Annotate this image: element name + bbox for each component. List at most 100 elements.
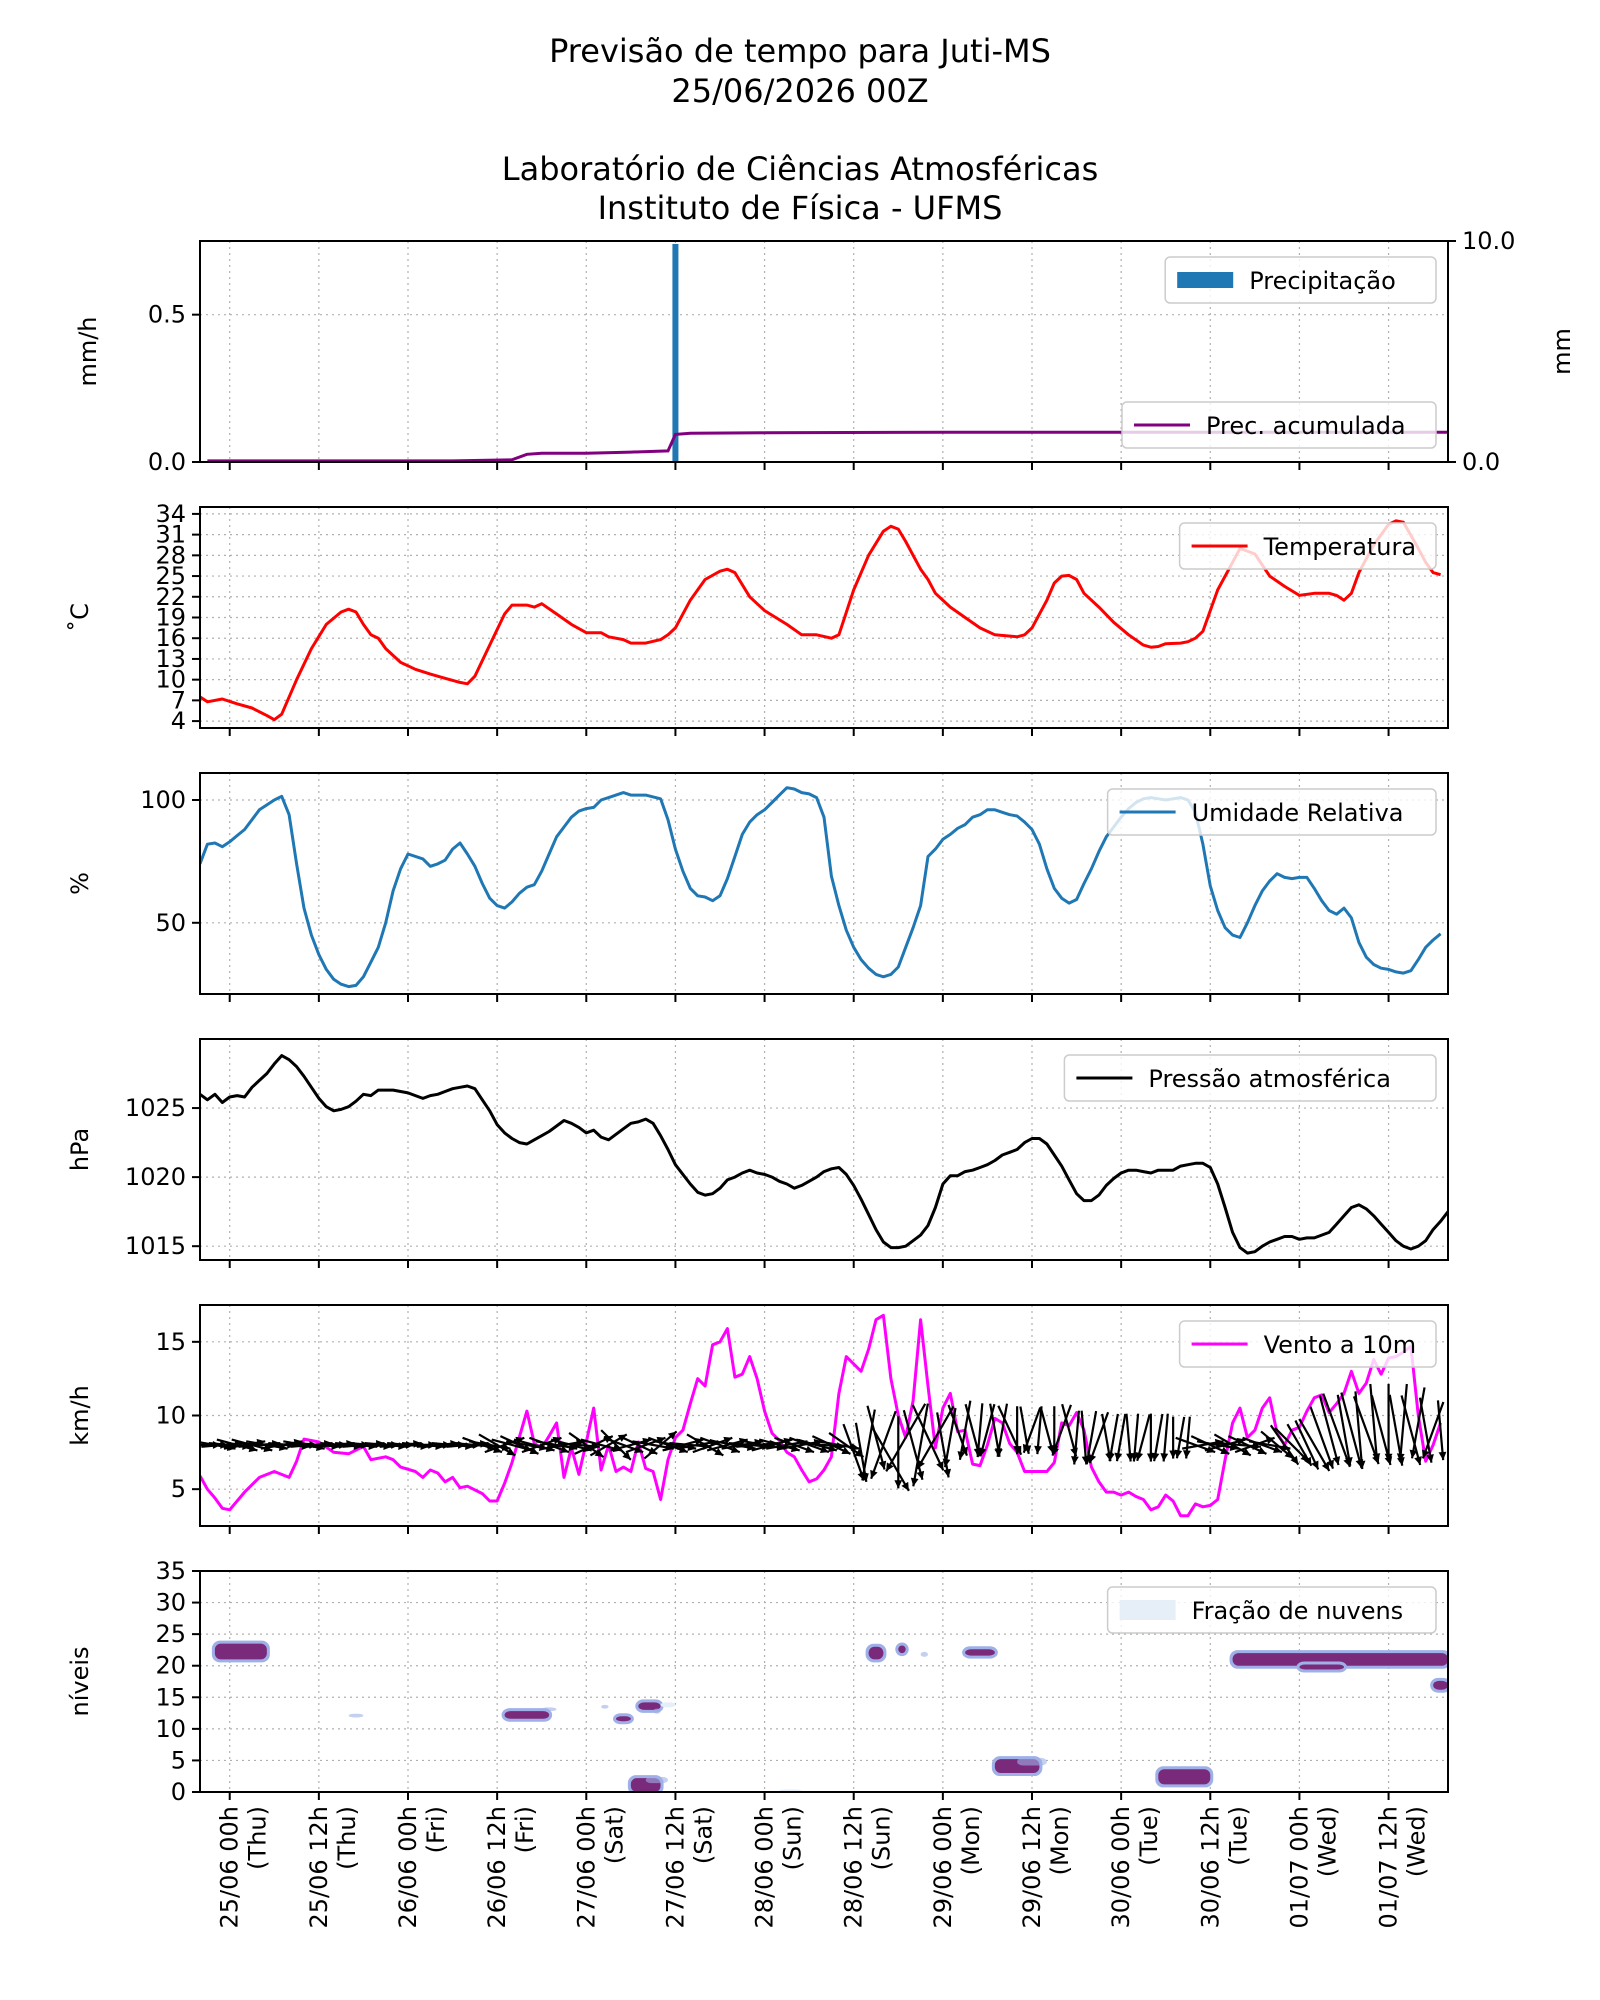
wind-arrow-head bbox=[841, 1446, 851, 1454]
legend-humidity: Umidade Relativa bbox=[1106, 788, 1437, 836]
cloud-patch bbox=[965, 1649, 995, 1656]
wind-arrow bbox=[1336, 1394, 1352, 1466]
wind-arrow-head bbox=[1372, 1453, 1381, 1462]
ytick-label: 35 bbox=[155, 1557, 186, 1585]
wind-arrow-head bbox=[943, 1468, 952, 1478]
legend-label: Vento a 10m bbox=[1264, 1331, 1417, 1359]
axes-frame bbox=[199, 1570, 1449, 1793]
wind-arrow bbox=[1088, 1411, 1110, 1464]
wind-arrow-head bbox=[1357, 1460, 1366, 1470]
ytick-label: 5 bbox=[171, 1746, 186, 1774]
wind-arrow-head bbox=[1311, 1460, 1319, 1470]
wind-arrow-head bbox=[942, 1458, 951, 1468]
ytick-label: 4 bbox=[171, 707, 186, 735]
xtick-label-date: 30/06 12h bbox=[1196, 1806, 1224, 1929]
cloud-patch bbox=[660, 1702, 676, 1708]
ytick-label: 10 bbox=[155, 1715, 186, 1743]
xtick-label-day: (Wed) bbox=[1403, 1806, 1431, 1877]
legend-label: Prec. acumulada bbox=[1206, 412, 1406, 440]
wind-arrow-head bbox=[870, 1469, 878, 1479]
xtick-label-day: (Tue) bbox=[1135, 1806, 1163, 1866]
legend-label: Temperatura bbox=[1263, 533, 1417, 561]
wind-arrow-head bbox=[1426, 1454, 1434, 1463]
wind-arrow-head bbox=[978, 1447, 987, 1457]
wind-arrow-head bbox=[1174, 1449, 1183, 1459]
wind-arrow-head bbox=[917, 1459, 925, 1469]
wind-arrow bbox=[1085, 1410, 1098, 1465]
legend-label: Fração de nuvens bbox=[1192, 1597, 1404, 1625]
wind-arrow-head bbox=[1332, 1456, 1341, 1466]
plot-area-wind bbox=[200, 1313, 1447, 1518]
legend-label: Pressão atmosférica bbox=[1148, 1065, 1391, 1093]
xtick-label-date: 01/07 12h bbox=[1375, 1806, 1403, 1929]
cloud-patch bbox=[1433, 1680, 1448, 1690]
xtick-label-day: (Thu) bbox=[244, 1806, 272, 1870]
xtick-label-day: (Fri) bbox=[511, 1806, 539, 1853]
wind-arrow-head bbox=[1344, 1457, 1353, 1466]
legend-box bbox=[1106, 1586, 1437, 1634]
xtick-label-date: 29/06 12h bbox=[1018, 1806, 1046, 1929]
cloud-patch bbox=[616, 1716, 631, 1722]
wind-arrow bbox=[1061, 1403, 1078, 1457]
axes-frame bbox=[199, 240, 1449, 463]
wind-arrow bbox=[1298, 1418, 1331, 1472]
ytick-label: 13 bbox=[155, 645, 186, 673]
title-line-2: 25/06/2026 00Z bbox=[671, 72, 929, 110]
wind-arrow bbox=[1400, 1395, 1422, 1466]
wind-arrow-head bbox=[878, 1460, 887, 1470]
panel-clouds: 0 5 10 15 20 25 30 35 níveis Fração de nuvens bbox=[66, 1557, 1449, 1806]
xtick-label-date: 27/06 00h bbox=[572, 1806, 600, 1929]
plot-area-humidity bbox=[200, 786, 1442, 989]
wind-arrow-head bbox=[1114, 1452, 1123, 1462]
wind-arrow-head bbox=[1135, 1451, 1144, 1461]
wind-arrow-head bbox=[1273, 1445, 1283, 1454]
wind-arrow bbox=[871, 1427, 910, 1492]
humidity-line bbox=[200, 786, 1442, 989]
wind-arrow-head bbox=[894, 1480, 903, 1489]
cloud-patch bbox=[504, 1711, 550, 1719]
ylabel-precip: mm/h bbox=[74, 316, 102, 386]
wind-arrow-head bbox=[714, 1448, 724, 1456]
cloud-patch bbox=[920, 1651, 928, 1657]
ytick-label: 100 bbox=[140, 786, 186, 814]
wind-arrow bbox=[1318, 1395, 1340, 1466]
ylabel-clouds: níveis bbox=[66, 1646, 94, 1716]
wind-arrow bbox=[1436, 1400, 1445, 1461]
cloud-patch bbox=[638, 1702, 661, 1710]
wind-arrow-head bbox=[805, 1445, 815, 1454]
ytick-label: 15 bbox=[155, 1683, 186, 1711]
xtick-label-date: 28/06 00h bbox=[751, 1806, 779, 1929]
ytick-label: 34 bbox=[155, 500, 186, 528]
xtick-label-day: (Tue) bbox=[1224, 1806, 1252, 1866]
wind-arrow-head bbox=[529, 1446, 539, 1454]
legend-label: Precipitação bbox=[1249, 267, 1396, 295]
cloud-patch bbox=[214, 1643, 267, 1660]
panel-humidity: 50 100% Umidade Relativa bbox=[66, 772, 1449, 1002]
wind-arrow bbox=[1418, 1397, 1433, 1463]
ylabel-wind: km/h bbox=[66, 1385, 94, 1446]
xtick-label-date: 25/06 12h bbox=[305, 1806, 333, 1929]
cloud-patch bbox=[868, 1646, 884, 1660]
xtick-label-date: 29/06 00h bbox=[929, 1806, 957, 1929]
wind-arrow-head bbox=[1034, 1445, 1042, 1455]
ytick-label: 0.5 bbox=[148, 301, 186, 329]
wind-arrow bbox=[1051, 1404, 1072, 1456]
wind-arrow bbox=[912, 1403, 929, 1487]
cloud-patch bbox=[1299, 1664, 1344, 1670]
ytick-label: 15 bbox=[155, 1328, 186, 1356]
xtick-label-date: 25/06 00h bbox=[216, 1806, 244, 1929]
xtick-label-day: (Wed) bbox=[1313, 1806, 1341, 1877]
ytick-label: 0 bbox=[171, 1778, 186, 1806]
plot-area-pressure bbox=[200, 1054, 1448, 1255]
wind-arrow bbox=[1080, 1410, 1088, 1465]
legend-precip: Precipitação Prec. acumulada bbox=[1121, 256, 1437, 449]
cloud-patch bbox=[653, 1708, 661, 1714]
xtick-label-date: 01/07 00h bbox=[1285, 1806, 1313, 1929]
precip-bar bbox=[672, 243, 679, 462]
legend-label: Umidade Relativa bbox=[1192, 799, 1404, 827]
wind-arrow-head bbox=[1022, 1443, 1031, 1453]
wind-arrow bbox=[911, 1404, 945, 1471]
cloud-patch bbox=[898, 1645, 906, 1654]
xtick-label-day: (Sun) bbox=[779, 1806, 807, 1870]
wind-arrow-head bbox=[1414, 1456, 1422, 1466]
